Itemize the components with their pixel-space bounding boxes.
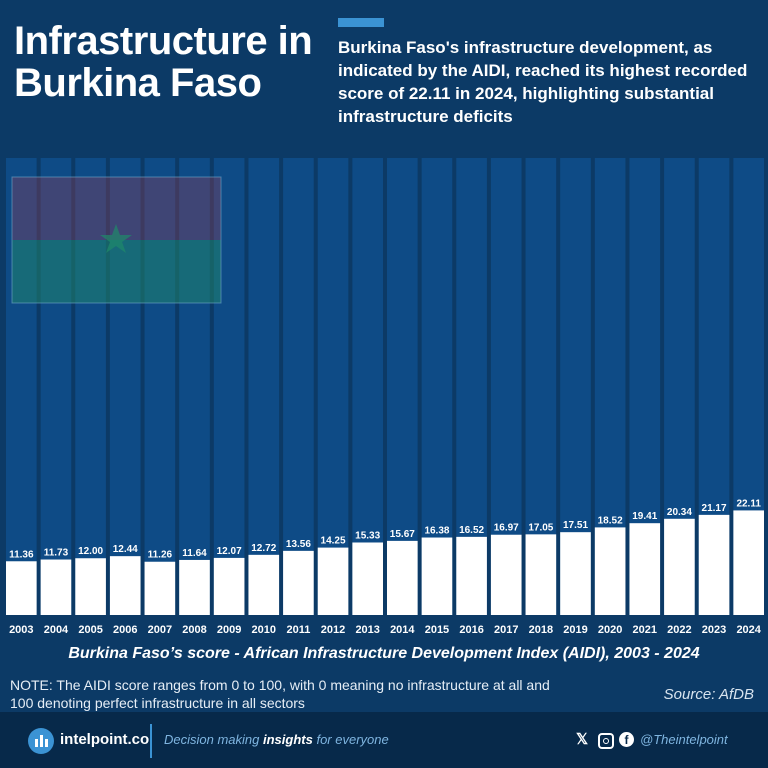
x-icon[interactable]: 𝕏 xyxy=(576,731,589,748)
bar-2024 xyxy=(733,510,764,615)
bar-2005 xyxy=(75,558,106,615)
page-title: Infrastructure in Burkina Faso xyxy=(14,19,313,105)
bar-background-column xyxy=(317,158,349,615)
x-tick-label: 2013 xyxy=(355,624,379,636)
x-tick-label: 2024 xyxy=(736,624,761,636)
value-label: 11.36 xyxy=(9,549,34,560)
x-tick-label: 2017 xyxy=(494,624,518,636)
bar-2019 xyxy=(560,532,591,615)
brand-link[interactable]: intelpoint.co xyxy=(60,731,150,748)
bar-2023 xyxy=(698,514,730,615)
bar-2009 xyxy=(213,557,245,615)
x-tick-label: 2011 xyxy=(286,624,310,636)
value-label: 22.11 xyxy=(736,498,761,509)
footer-divider xyxy=(150,724,152,758)
x-tick-label: 2003 xyxy=(9,624,33,636)
page-subtitle: Burkina Faso's infrastructure developmen… xyxy=(338,38,748,126)
tagline: Decision making insights for everyone xyxy=(164,732,389,747)
x-tick-label: 2018 xyxy=(529,624,553,636)
bar-background-column xyxy=(352,158,383,615)
bar-2013 xyxy=(352,542,383,615)
bar-2004 xyxy=(40,559,72,615)
x-tick-label: 2006 xyxy=(113,624,137,636)
value-label: 19.41 xyxy=(632,511,657,522)
flag-green-band xyxy=(12,240,221,303)
x-tick-label: 2008 xyxy=(182,624,206,636)
x-tick-label: 2004 xyxy=(44,624,69,636)
value-label: 12.00 xyxy=(78,546,103,557)
footer: intelpoint.co Decision making insights f… xyxy=(0,712,768,768)
social-handle[interactable]: @Theintelpoint xyxy=(640,732,728,747)
x-tick-label: 2016 xyxy=(459,624,483,636)
value-label: 13.56 xyxy=(286,539,311,550)
value-label: 12.72 xyxy=(251,543,276,554)
x-tick-label: 2019 xyxy=(563,624,587,636)
x-tick-label: 2022 xyxy=(667,624,691,636)
flag-border xyxy=(11,176,222,304)
bar-2017 xyxy=(490,534,522,615)
value-label: 17.05 xyxy=(528,522,553,533)
bar-2014 xyxy=(387,540,418,615)
x-tick-label: 2021 xyxy=(633,624,657,636)
bar-background-column xyxy=(6,158,37,615)
bar-background-column xyxy=(248,158,280,615)
value-label: 11.73 xyxy=(44,548,69,559)
note-text: NOTE: The AIDI score ranges from 0 to 10… xyxy=(10,677,550,711)
bar-2012 xyxy=(317,547,349,615)
bar-background-column xyxy=(179,158,210,615)
bar-2022 xyxy=(664,518,695,615)
bar-2018 xyxy=(525,534,557,615)
bar-background-column xyxy=(283,158,314,615)
value-label: 16.97 xyxy=(494,523,519,534)
source-text: Source: AfDB xyxy=(663,686,754,703)
value-label: 15.33 xyxy=(355,530,380,541)
intelpoint-logo-icon xyxy=(28,728,54,754)
bar-2011 xyxy=(283,550,314,615)
x-tick-label: 2007 xyxy=(148,624,172,636)
x-tick-label: 2010 xyxy=(252,624,276,636)
bar-2008 xyxy=(179,559,210,615)
bar-background-column xyxy=(40,158,72,615)
value-label: 15.67 xyxy=(390,529,415,540)
value-label: 16.52 xyxy=(459,525,484,536)
bar-2006 xyxy=(109,556,141,615)
value-label: 20.34 xyxy=(667,507,692,518)
value-label: 17.51 xyxy=(563,520,588,531)
x-tick-label: 2005 xyxy=(78,624,102,636)
value-label: 16.38 xyxy=(424,526,449,537)
bar-background-column xyxy=(213,158,245,615)
bar-chart: 11.36 2003 11.73 2004 12.00 2005 12.44 2006 11.2… xyxy=(6,158,764,636)
value-label: 11.64 xyxy=(182,548,207,559)
value-label: 12.44 xyxy=(113,544,138,555)
bar-background-column xyxy=(144,158,176,615)
value-label: 12.07 xyxy=(217,546,242,557)
bar-background-column xyxy=(387,158,418,615)
x-tick-label: 2009 xyxy=(217,624,241,636)
instagram-icon[interactable] xyxy=(598,733,614,749)
bar-2016 xyxy=(456,536,487,615)
bar-2007 xyxy=(144,561,176,615)
bar-2015 xyxy=(421,537,453,615)
bar-2010 xyxy=(248,554,280,615)
bar-background-column xyxy=(75,158,106,615)
accent-bar xyxy=(338,18,384,27)
flag-star-icon xyxy=(100,224,132,253)
value-label: 18.52 xyxy=(598,515,623,526)
bar-2021 xyxy=(629,523,661,615)
chart-title: Burkina Faso’s score - African Infrastru… xyxy=(68,645,700,662)
value-label: 14.25 xyxy=(321,536,346,547)
x-tick-label: 2014 xyxy=(390,624,415,636)
value-label: 11.26 xyxy=(148,550,173,561)
value-label: 21.17 xyxy=(702,503,727,514)
x-tick-label: 2012 xyxy=(321,624,345,636)
x-tick-label: 2023 xyxy=(702,624,726,636)
x-tick-label: 2015 xyxy=(425,624,449,636)
bar-2020 xyxy=(594,527,626,615)
facebook-icon[interactable]: f xyxy=(619,732,634,747)
x-tick-label: 2020 xyxy=(598,624,622,636)
bar-2003 xyxy=(6,561,37,615)
